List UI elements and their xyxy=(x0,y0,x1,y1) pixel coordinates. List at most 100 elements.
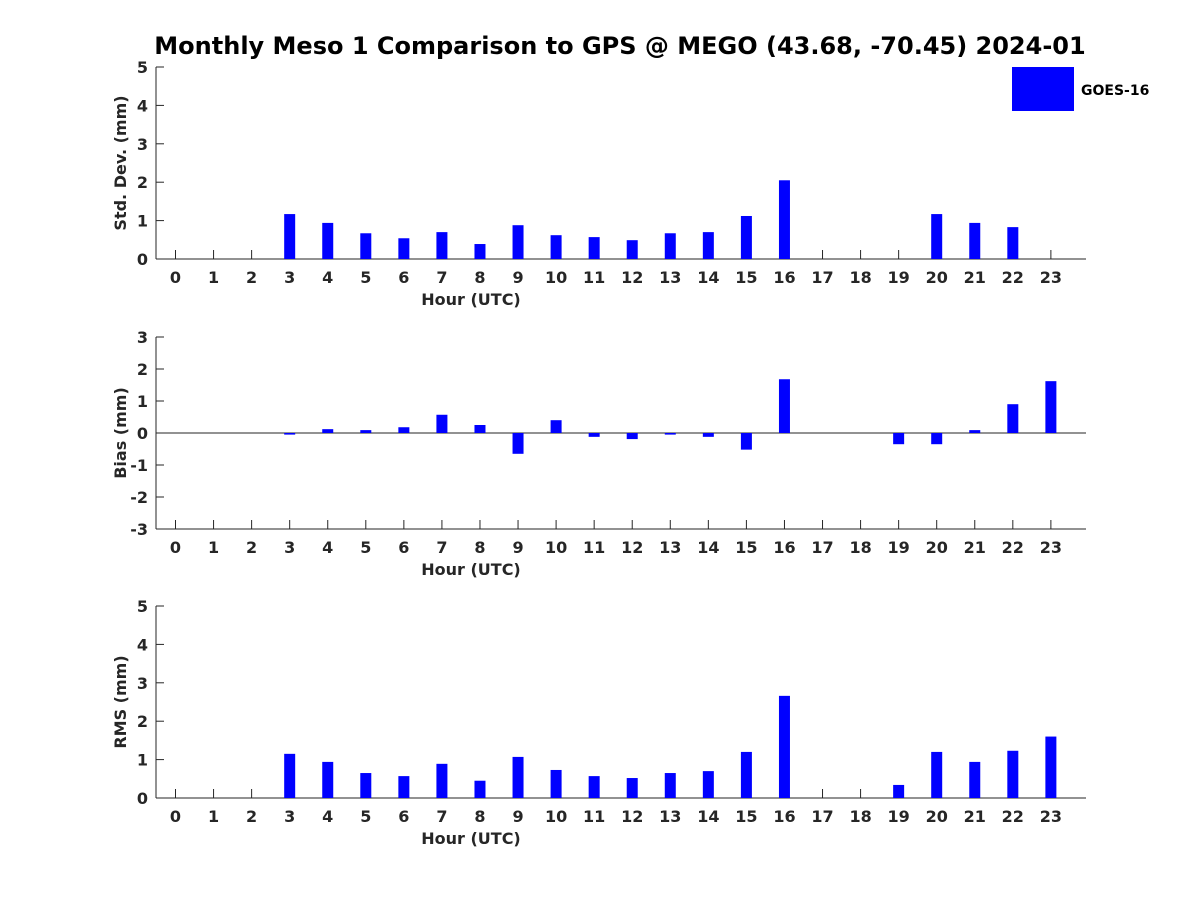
std-dev-x-tick-label: 11 xyxy=(583,268,605,287)
bias-y-tick-label: 0 xyxy=(137,424,148,443)
bias-x-tick-label: 11 xyxy=(583,538,605,557)
bias-x-tick-label: 18 xyxy=(849,538,871,557)
std-dev-x-tick-label: 17 xyxy=(811,268,833,287)
bias-x-tick-label: 9 xyxy=(512,538,523,557)
rms-bar-hour-19 xyxy=(893,784,905,798)
bias-bar-hour-19 xyxy=(893,433,905,445)
bias-bar-hour-5 xyxy=(360,430,372,433)
rms-x-tick-label: 1 xyxy=(208,807,219,826)
rms-bar-hour-11 xyxy=(588,776,600,798)
rms-x-tick-label: 16 xyxy=(773,807,795,826)
bias-x-tick-label: 23 xyxy=(1040,538,1062,557)
rms-bar-hour-7 xyxy=(436,763,448,798)
bias-x-tick-label: 5 xyxy=(360,538,371,557)
std-dev-x-tick-label: 18 xyxy=(849,268,871,287)
bias-x-tick-label: 4 xyxy=(322,538,333,557)
bias-bar-hour-12 xyxy=(626,433,638,440)
rms-y-tick-label: 0 xyxy=(137,789,148,808)
std-dev-bar-hour-12 xyxy=(626,240,638,259)
rms-x-tick-label: 22 xyxy=(1002,807,1024,826)
rms-bar-hour-21 xyxy=(969,761,981,798)
rms-y-tick-label: 3 xyxy=(137,674,148,693)
bias-x-tick-label: 8 xyxy=(474,538,485,557)
std-dev-x-axis-label: Hour (UTC) xyxy=(421,290,521,309)
bias-bar-hour-3 xyxy=(284,433,296,435)
rms-x-tick-label: 6 xyxy=(398,807,409,826)
rms-x-tick-label: 8 xyxy=(474,807,485,826)
std-dev-y-axis-label: Std. Dev. (mm) xyxy=(111,95,130,230)
bias-bar-hour-23 xyxy=(1045,381,1057,433)
bias-x-tick-label: 1 xyxy=(208,538,219,557)
legend: GOES-16 xyxy=(1012,67,1149,111)
std-dev-bar-hour-11 xyxy=(588,237,600,259)
bias-x-tick-label: 10 xyxy=(545,538,567,557)
std-dev-x-tick-label: 10 xyxy=(545,268,567,287)
rms-x-axis-label: Hour (UTC) xyxy=(421,829,521,848)
std-dev-x-tick-label: 15 xyxy=(735,268,757,287)
std-dev-y-tick-label: 2 xyxy=(137,173,148,192)
rms-x-tick-label: 12 xyxy=(621,807,643,826)
bias-bar-hour-16 xyxy=(778,379,790,433)
std-dev-bar-hour-5 xyxy=(360,233,372,259)
rms-bar-hour-23 xyxy=(1045,736,1057,798)
rms-x-tick-label: 13 xyxy=(659,807,681,826)
bias-bar-hour-4 xyxy=(322,429,334,433)
rms-x-tick-label: 23 xyxy=(1040,807,1062,826)
chart-title: Monthly Meso 1 Comparison to GPS @ MEGO … xyxy=(154,32,1085,60)
rms-bar-hour-15 xyxy=(740,751,752,798)
rms-x-tick-label: 0 xyxy=(170,807,181,826)
std-dev-x-tick-label: 19 xyxy=(888,268,910,287)
std-dev-x-tick-label: 12 xyxy=(621,268,643,287)
rms-bar-hour-3 xyxy=(284,753,296,798)
rms-x-tick-label: 21 xyxy=(964,807,986,826)
std-dev-x-tick-label: 13 xyxy=(659,268,681,287)
bias-x-tick-label: 7 xyxy=(436,538,447,557)
std-dev-x-tick-label: 1 xyxy=(208,268,219,287)
bias-y-tick-label: 1 xyxy=(137,392,148,411)
std-dev-bar-hour-22 xyxy=(1007,227,1019,259)
bias-x-tick-label: 22 xyxy=(1002,538,1024,557)
rms-x-tick-label: 18 xyxy=(849,807,871,826)
rms-bar-hour-10 xyxy=(550,769,562,798)
legend-label-goes-16: GOES-16 xyxy=(1081,83,1149,99)
std-dev-y-tick-label: 4 xyxy=(137,96,148,115)
bias-bar-hour-7 xyxy=(436,414,448,433)
bias-y-tick-label: 3 xyxy=(137,328,148,347)
bias-x-tick-label: 6 xyxy=(398,538,409,557)
std-dev-bar-hour-13 xyxy=(664,233,676,259)
std-dev-x-tick-label: 8 xyxy=(474,268,485,287)
std-dev-y-tick-label: 5 xyxy=(137,58,148,77)
std-dev-x-tick-label: 22 xyxy=(1002,268,1024,287)
rms-y-tick-label: 5 xyxy=(137,597,148,616)
rms-x-tick-label: 15 xyxy=(735,807,757,826)
bias-bar-hour-22 xyxy=(1007,404,1019,433)
std-dev-x-tick-label: 4 xyxy=(322,268,333,287)
std-dev-x-tick-label: 16 xyxy=(773,268,795,287)
rms-bar-hour-4 xyxy=(322,761,334,798)
rms-x-tick-label: 11 xyxy=(583,807,605,826)
rms-bar-hour-13 xyxy=(664,773,676,798)
std-dev-x-tick-label: 0 xyxy=(170,268,181,287)
bias-y-tick-label: -1 xyxy=(130,456,148,475)
bias-bar-hour-8 xyxy=(474,425,486,433)
std-dev-x-tick-label: 20 xyxy=(926,268,948,287)
std-dev-x-tick-label: 9 xyxy=(512,268,523,287)
rms-bar-hour-16 xyxy=(778,695,790,798)
rms-bar-hour-14 xyxy=(702,771,714,798)
bias-bar-hour-11 xyxy=(588,433,600,437)
std-dev-bar-hour-10 xyxy=(550,235,562,259)
std-dev-y-tick-label: 1 xyxy=(137,212,148,231)
rms-bar-hour-5 xyxy=(360,773,372,798)
bias-x-axis-label: Hour (UTC) xyxy=(421,560,521,579)
bias-x-tick-label: 15 xyxy=(735,538,757,557)
std-dev-bar-hour-21 xyxy=(969,222,981,259)
std-dev-y-tick-label: 3 xyxy=(137,135,148,154)
bias-x-tick-label: 12 xyxy=(621,538,643,557)
bias-x-tick-label: 13 xyxy=(659,538,681,557)
rms-bar-hour-6 xyxy=(398,776,410,798)
bias-x-tick-label: 2 xyxy=(246,538,257,557)
bias-bar-hour-13 xyxy=(664,433,676,435)
